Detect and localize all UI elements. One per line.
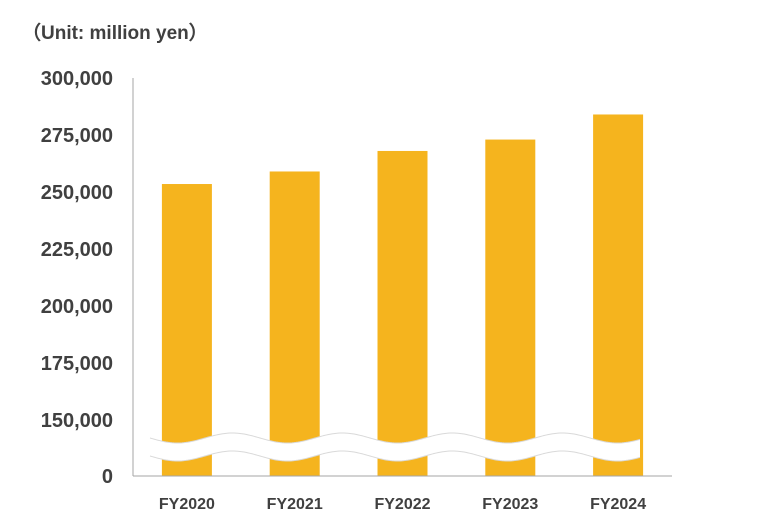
bar-fy2022	[377, 150, 428, 476]
y-tick-label: 175,000	[41, 353, 113, 375]
x-tick-label: FY2024	[590, 496, 646, 513]
bar-fy2023	[485, 139, 536, 476]
x-tick-label: FY2021	[267, 496, 323, 513]
y-tick-label: 275,000	[41, 125, 113, 147]
y-tick-label: 200,000	[41, 296, 113, 318]
y-tick-label: 150,000	[41, 410, 113, 432]
bars	[161, 114, 644, 477]
bar-fy2020	[161, 184, 212, 476]
axis-break-edge-top	[149, 432, 641, 444]
bar-fy2024	[593, 114, 644, 476]
axis-break-band	[150, 433, 640, 461]
x-tick-label: FY2022	[374, 496, 430, 513]
bar-fy2021	[269, 171, 320, 477]
x-axis-ticks: FY2020 FY2021 FY2022 FY2023 FY2024	[159, 496, 646, 513]
y-axis-ticks: 300,000 275,000 250,000 225,000 200,000 175,0…	[41, 68, 113, 488]
y-tick-label: 225,000	[41, 239, 113, 261]
axis-break-edge-bottom	[149, 450, 641, 462]
y-tick-label: 250,000	[41, 182, 113, 204]
axis-break-marker	[149, 432, 641, 462]
x-tick-label: FY2020	[159, 496, 215, 513]
unit-label: （Unit: million yen）	[22, 23, 208, 44]
x-tick-label: FY2023	[482, 496, 538, 513]
y-tick-label: 0	[102, 466, 113, 488]
y-tick-label: 300,000	[41, 68, 113, 90]
